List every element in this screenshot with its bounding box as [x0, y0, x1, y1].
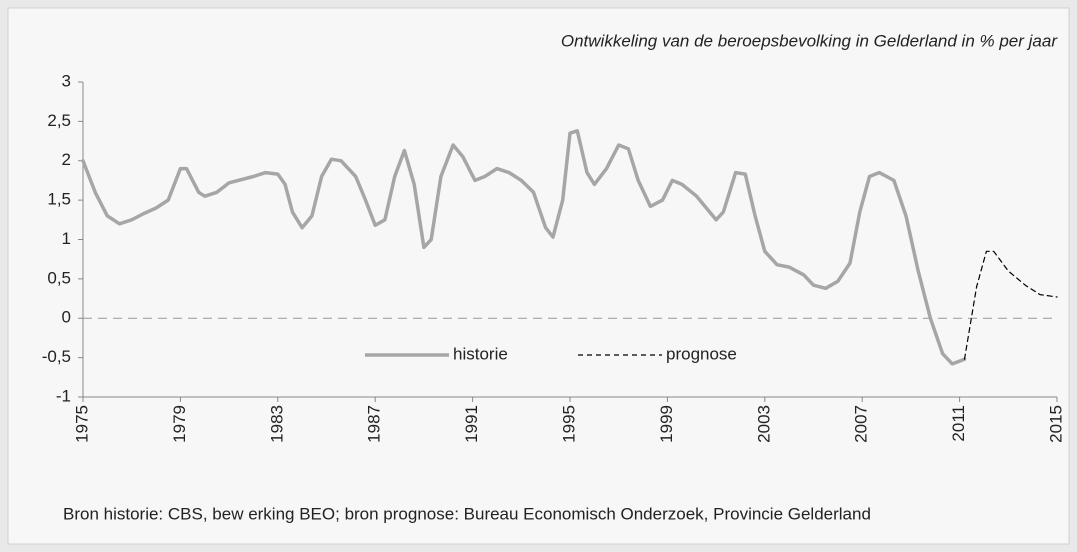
series-line	[963, 250, 1058, 360]
y-tick-label: 0,5	[47, 268, 71, 287]
x-tick-label: 1991	[462, 405, 481, 443]
y-tick-label: 0	[62, 308, 71, 327]
series-line	[81, 129, 967, 366]
source-note: Bron historie: CBS, bew erking BEO; bron…	[63, 504, 871, 523]
y-tick-label: 2,5	[47, 111, 71, 130]
x-tick-label: 2015	[1046, 405, 1065, 443]
legend-label: historie	[453, 344, 508, 363]
y-tick-label: -0,5	[42, 347, 71, 366]
x-tick-label: 1987	[365, 405, 384, 443]
x-tick-label: 1979	[170, 405, 189, 443]
x-tick-label: 1983	[267, 405, 286, 443]
x-tick-label: 2007	[852, 405, 871, 443]
x-tick-label: 1975	[72, 405, 91, 443]
x-tick-label: 1995	[559, 405, 578, 443]
y-tick-label: 1	[62, 229, 71, 248]
y-tick-label: 1,5	[47, 190, 71, 209]
y-tick-label: 2	[62, 150, 71, 169]
chart-title: Ontwikkeling van de beroepsbevolking in …	[561, 31, 1058, 50]
y-tick-label: -1	[56, 386, 71, 405]
x-tick-label: 2003	[754, 405, 773, 443]
x-tick-label: 2011	[949, 405, 968, 442]
x-tick-label: 1999	[657, 405, 676, 443]
chart-area	[7, 7, 1070, 545]
y-tick-label: 3	[62, 71, 71, 90]
legend-label: prognose	[666, 344, 737, 363]
